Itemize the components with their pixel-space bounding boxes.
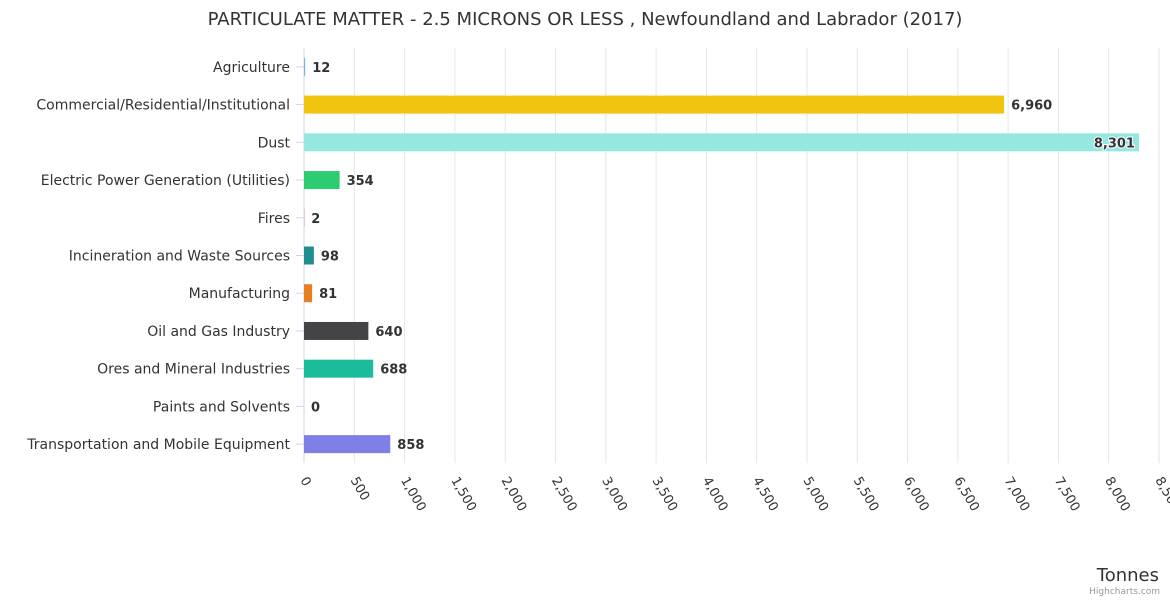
bar[interactable] (304, 95, 1005, 114)
chart-title: PARTICULATE MATTER - 2.5 MICRONS OR LESS… (208, 9, 963, 30)
data-label: 2 (311, 212, 320, 227)
bar[interactable] (304, 133, 1139, 152)
x-tick-label: 7,000 (1001, 475, 1033, 515)
x-axis-title: Tonnes (1096, 565, 1159, 586)
bars (304, 57, 1139, 454)
x-tick-label: 6,500 (950, 475, 982, 515)
x-tick-label: 2,000 (498, 475, 530, 515)
value-axis-ticks: 0 500 1,000 1,500 2,000 2,500 3,000 3,500 4,000 4… (297, 475, 1170, 515)
data-labels: 12 6,960 8,301 354 2 98 81 640 688 0 858 (311, 61, 1136, 453)
credits-link[interactable]: Highcharts.com (1089, 587, 1160, 597)
data-label: 640 (375, 325, 402, 340)
x-tick-label: 5,000 (799, 475, 831, 515)
category-label: Dust (258, 135, 291, 151)
x-tick-label: 7,500 (1051, 475, 1083, 515)
x-tick-label: 6,000 (900, 475, 932, 515)
category-label: Paints and Solvents (153, 399, 290, 415)
x-tick-label: 5,500 (850, 475, 882, 515)
bar[interactable] (304, 435, 391, 454)
category-label: Oil and Gas Industry (147, 324, 290, 340)
bar[interactable] (304, 284, 313, 303)
x-tick-label: 1,500 (447, 475, 479, 515)
category-label: Ores and Mineral Industries (97, 362, 290, 378)
bar[interactable] (304, 321, 369, 340)
x-tick-label: 2,500 (548, 475, 580, 515)
data-label: 8,301 (1094, 136, 1135, 151)
bar[interactable] (304, 359, 374, 378)
category-axis: Agriculture Commercial/Residential/Instit… (26, 48, 305, 463)
data-label: 81 (319, 287, 337, 302)
data-label: 6,960 (1011, 99, 1052, 114)
x-tick-label: 3,000 (598, 475, 630, 515)
data-label: 12 (312, 61, 330, 76)
bar[interactable] (304, 246, 314, 265)
category-label: Incineration and Waste Sources (69, 249, 290, 265)
x-tick-label: 3,500 (649, 475, 681, 515)
data-label: 0 (311, 400, 320, 415)
category-label: Manufacturing (189, 286, 290, 302)
bar[interactable] (304, 57, 306, 76)
data-label: 858 (397, 438, 424, 453)
category-label: Electric Power Generation (Utilities) (41, 173, 290, 189)
x-tick-label: 8,000 (1101, 475, 1133, 515)
data-label: 98 (321, 250, 339, 265)
x-tick-label: 8,500 (1152, 475, 1170, 515)
category-label: Transportation and Mobile Equipment (26, 437, 290, 453)
bar[interactable] (304, 171, 340, 190)
x-tick-label: 4,000 (699, 475, 731, 515)
x-tick-label: 1,000 (397, 475, 429, 515)
gridlines (353, 48, 1160, 463)
category-label: Agriculture (213, 60, 290, 76)
data-label: 688 (380, 363, 407, 378)
data-label: 354 (347, 174, 374, 189)
x-tick-label: 500 (347, 475, 372, 504)
category-label: Commercial/Residential/Institutional (36, 98, 290, 114)
x-tick-label: 4,500 (749, 475, 781, 515)
category-label: Fires (258, 211, 290, 227)
x-tick-label: 0 (297, 475, 314, 490)
